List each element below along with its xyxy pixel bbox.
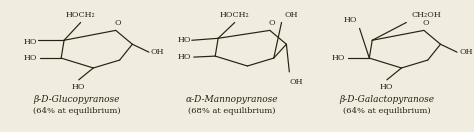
Text: O: O (422, 19, 429, 27)
Text: HO: HO (177, 53, 191, 61)
Text: β-D-Glucopyranose: β-D-Glucopyranose (34, 95, 120, 104)
Text: (68% at equilibrium): (68% at equilibrium) (188, 107, 275, 115)
Text: O: O (114, 19, 121, 27)
Text: OH: OH (289, 78, 303, 86)
Text: β-D-Galactopyranose: β-D-Galactopyranose (339, 95, 434, 104)
Text: (64% at equilibrium): (64% at equilibrium) (33, 107, 121, 115)
Text: OH: OH (284, 11, 298, 20)
Text: α-D-Mannopyranose: α-D-Mannopyranose (185, 95, 278, 104)
Text: HOCH₂: HOCH₂ (66, 11, 96, 20)
Text: HO: HO (72, 83, 85, 91)
Text: HOCH₂: HOCH₂ (220, 11, 250, 20)
Text: HO: HO (177, 36, 191, 44)
Text: (64% at equilibrium): (64% at equilibrium) (343, 107, 430, 115)
Text: CH₂OH: CH₂OH (411, 11, 441, 20)
Text: HO: HO (23, 54, 37, 62)
Text: HO: HO (344, 16, 357, 24)
Text: HO: HO (380, 83, 393, 91)
Text: HO: HO (331, 54, 345, 62)
Text: O: O (268, 19, 275, 27)
Text: OH: OH (151, 48, 164, 56)
Text: HO: HO (23, 38, 37, 46)
Text: OH: OH (459, 48, 473, 56)
